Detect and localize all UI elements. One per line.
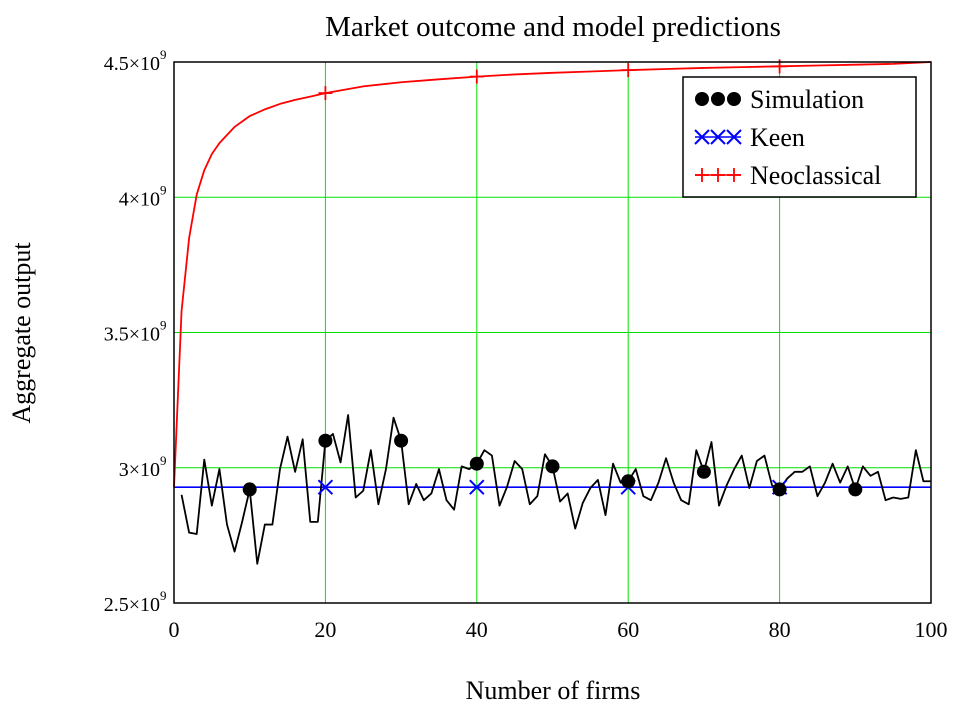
marker-simulation (469, 456, 484, 471)
legend-label-neoclassical: Neoclassical (750, 161, 881, 190)
y-tick-label-exponent: 9 (160, 453, 167, 468)
y-tick-label: 2.5×10 (104, 594, 160, 616)
legend-label-keen: Keen (750, 123, 805, 152)
y-tick-labels: 2.5×10 93×10 93.5×10 94×10 94.5×10 9 (104, 47, 167, 616)
x-tick-label: 20 (314, 617, 336, 642)
x-tick-labels: 0 20 40 60 80 100 (169, 617, 948, 642)
marker-keen (469, 479, 485, 495)
marker-neoclassical (469, 69, 484, 84)
x-tick-label: 40 (466, 617, 488, 642)
marker-neoclassical (621, 63, 636, 78)
marker-simulation (696, 464, 711, 479)
marker-simulation (621, 474, 636, 489)
legend-marker-simulation (711, 92, 725, 106)
legend-label-simulation: Simulation (750, 85, 864, 114)
y-tick-label: 4×10 (119, 188, 160, 210)
x-axis-label: Number of firms (466, 676, 641, 704)
marker-simulation (394, 433, 409, 448)
plot-frame (173, 61, 932, 604)
marker-simulation (848, 482, 863, 497)
marker-keen-stroke (469, 479, 485, 495)
legend-marker-simulation (695, 92, 709, 106)
marker-keen (317, 479, 334, 495)
x-tick-label: 100 (915, 617, 948, 642)
marker-simulation (772, 482, 787, 497)
y-tick-label-exponent: 9 (160, 182, 167, 197)
y-tick-label-exponent: 9 (160, 588, 167, 603)
x-tick-label: 60 (617, 617, 639, 642)
legend: Simulation Keen Neoclassical (682, 76, 917, 198)
marker-simulation (242, 482, 257, 497)
y-tick-label-exponent: 9 (160, 47, 167, 62)
x-tick-label: 80 (769, 617, 791, 642)
y-tick-label: 4.5×10 (104, 53, 160, 75)
plot-series (173, 61, 932, 565)
series-line-simulation (180, 414, 931, 565)
legend-item-keen: Keen (694, 123, 805, 152)
legend-marker-simulation (727, 92, 741, 106)
legend-item-neoclassical: Neoclassical (695, 161, 881, 190)
legend-item-simulation: Simulation (695, 85, 864, 114)
y-axis-label: Aggregate output (7, 242, 36, 424)
y-tick-label-exponent: 9 (160, 318, 167, 333)
y-tick-label: 3.5×10 (104, 324, 160, 346)
marker-simulation (318, 433, 333, 448)
x-tick-label: 0 (169, 617, 180, 642)
marker-simulation (545, 459, 560, 474)
series-line-neoclassical (173, 61, 932, 488)
chart-title: Market outcome and model predictions (325, 11, 781, 43)
y-tick-label: 3×10 (119, 459, 160, 481)
plot-markers (242, 59, 863, 497)
marker-neoclassical (318, 86, 333, 101)
marker-keen-stroke (317, 479, 334, 495)
